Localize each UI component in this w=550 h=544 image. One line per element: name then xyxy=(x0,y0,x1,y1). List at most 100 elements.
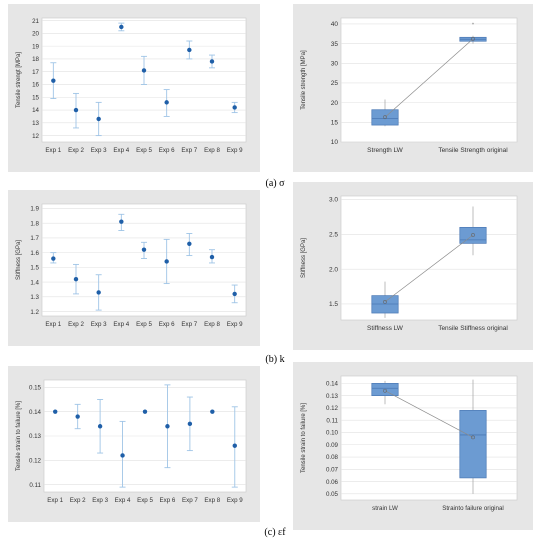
y-tick-label: 0.08 xyxy=(326,454,339,461)
y-tick-label: 14 xyxy=(32,107,39,114)
y-tick-label: 16 xyxy=(32,82,39,89)
x-tick-label: Exp 5 xyxy=(136,321,152,328)
y-tick-label: 0.15 xyxy=(29,385,42,392)
x-tick-label: Exp 2 xyxy=(70,497,86,504)
y-tick-label: 0.11 xyxy=(326,417,338,424)
chart-a-left-svg: 12 13 14 15 16 17 18 19 20 21 Tensile strengt [MPa… xyxy=(8,4,260,172)
y-tick-label: 2.5 xyxy=(329,232,338,239)
data-point xyxy=(119,25,123,29)
data-point xyxy=(119,219,123,223)
y-tick-label: 0.11 xyxy=(29,482,41,489)
caption-c: (c) εf xyxy=(0,527,550,538)
data-point xyxy=(233,444,237,448)
y-tick-label: 1.8 xyxy=(30,220,39,227)
x-tick-label: strain LW xyxy=(372,505,398,512)
data-point xyxy=(232,292,236,296)
data-point xyxy=(232,105,236,109)
x-tick-label: Exp 1 xyxy=(47,497,63,504)
x-tick-label: Stiffness LW xyxy=(367,325,404,332)
chart-b-right-svg: 1.5 2.0 2.5 3.0 Stiffness [GPa] Stiffness LW T… xyxy=(293,182,533,350)
chart-a-right-svg: 10 15 20 25 30 35 40 Tensile strength [MPa] Stre… xyxy=(293,4,533,172)
chart-panel-a-left: 12 13 14 15 16 17 18 19 20 21 Tensile strengt [MPa… xyxy=(8,4,260,172)
y-tick-label: 0.14 xyxy=(326,381,339,388)
chart-panel-a-right: 10 15 20 25 30 35 40 Tensile strength [MPa] Stre… xyxy=(293,4,533,172)
data-point xyxy=(142,68,146,72)
box xyxy=(460,410,486,478)
y-tick-label: 1.9 xyxy=(30,206,39,213)
data-point xyxy=(96,117,100,121)
y-tick-label: 18 xyxy=(32,56,39,63)
x-tick-label: Exp 6 xyxy=(160,497,176,504)
y-tick-label: 12 xyxy=(32,133,39,140)
x-tick-label: Exp 5 xyxy=(136,147,152,154)
plot-area xyxy=(341,196,517,320)
data-point xyxy=(98,424,102,428)
y-tick-label: 35 xyxy=(331,41,339,48)
caption-c-label: (c) xyxy=(264,527,275,538)
y-tick-label: 1.3 xyxy=(30,294,39,301)
y-axis-label: Tensile strain to failure [%] xyxy=(16,401,22,471)
x-tick-label: Exp 8 xyxy=(204,497,220,504)
chart-panel-b-left: 1.2 1.3 1.4 1.5 1.6 1.7 1.8 1.9 Stiffness [GPa] E… xyxy=(8,190,260,346)
data-point xyxy=(96,290,100,294)
caption-a-label: (a) xyxy=(266,178,277,189)
x-tick-label: Tensile Stiffness original xyxy=(438,325,508,332)
data-point xyxy=(164,259,168,263)
x-tick-label: Exp 7 xyxy=(182,497,198,504)
data-point xyxy=(187,242,191,246)
y-axis-label: Tensile strain to failure [%] xyxy=(301,403,307,473)
data-point xyxy=(187,48,191,52)
x-tick-label: Exp 2 xyxy=(68,147,84,154)
data-point xyxy=(53,409,57,413)
box xyxy=(372,383,398,395)
data-point xyxy=(188,422,192,426)
data-point xyxy=(142,247,146,251)
x-tick-label: Exp 8 xyxy=(204,321,220,328)
y-tick-label: 1.6 xyxy=(30,250,39,257)
x-tick-label: Exp 9 xyxy=(227,497,243,504)
y-tick-label: 0.13 xyxy=(326,393,339,400)
data-point xyxy=(51,78,55,82)
x-tick-label: Exp 1 xyxy=(45,147,61,154)
chart-panel-c-right: 0.05 0.06 0.07 0.08 0.09 0.10 0.11 0.12 0.13 0.14… xyxy=(293,362,533,530)
y-tick-label: 30 xyxy=(331,60,339,67)
chart-panel-c-left: 0.11 0.12 0.13 0.14 0.15 Tensile strain to fa… xyxy=(8,366,260,522)
data-point xyxy=(210,409,214,413)
x-tick-label: Exp 4 xyxy=(113,147,129,154)
data-point xyxy=(74,277,78,281)
y-tick-label: 25 xyxy=(331,80,339,87)
y-axis-label: Tensile strength [MPa] xyxy=(301,50,307,110)
plot-area xyxy=(341,18,517,142)
y-tick-label: 21 xyxy=(32,18,39,25)
x-tick-label: Exp 6 xyxy=(159,321,175,328)
y-tick-label: 0.12 xyxy=(29,458,42,465)
x-tick-label: Exp 3 xyxy=(91,147,107,154)
y-tick-label: 0.07 xyxy=(326,467,339,474)
y-tick-label: 1.5 xyxy=(329,301,338,308)
data-point xyxy=(164,100,168,104)
chart-panel-b-right: 1.5 2.0 2.5 3.0 Stiffness [GPa] Stiffness LW T… xyxy=(293,182,533,350)
x-tick-label: Exp 3 xyxy=(91,321,107,328)
caption-b-label: (b) xyxy=(265,354,277,365)
data-point xyxy=(165,424,169,428)
y-tick-label: 3.0 xyxy=(329,197,338,204)
y-tick-label: 1.4 xyxy=(30,279,39,286)
x-tick-label: Exp 6 xyxy=(159,147,175,154)
y-tick-label: 15 xyxy=(331,120,339,127)
y-tick-label: 0.05 xyxy=(326,491,339,498)
y-axis-label: Stiffness [GPa] xyxy=(301,238,307,278)
y-tick-label: 2.0 xyxy=(329,266,338,273)
y-tick-label: 19 xyxy=(32,43,39,50)
x-tick-label: Exp 5 xyxy=(137,497,153,504)
x-tick-label: Exp 2 xyxy=(68,321,84,328)
y-tick-label: 0.14 xyxy=(29,409,42,416)
data-point xyxy=(51,256,55,260)
y-tick-label: 1.5 xyxy=(30,265,39,272)
x-tick-label: Exp 7 xyxy=(181,147,197,154)
x-tick-label: Strength LW xyxy=(367,147,404,154)
y-tick-label: 13 xyxy=(32,120,39,127)
x-tick-label: Straintо failure original xyxy=(442,505,504,512)
data-point xyxy=(120,453,124,457)
y-tick-label: 0.09 xyxy=(326,442,339,449)
chart-c-right-svg: 0.05 0.06 0.07 0.08 0.09 0.10 0.11 0.12 0.13 0.14… xyxy=(293,362,533,530)
